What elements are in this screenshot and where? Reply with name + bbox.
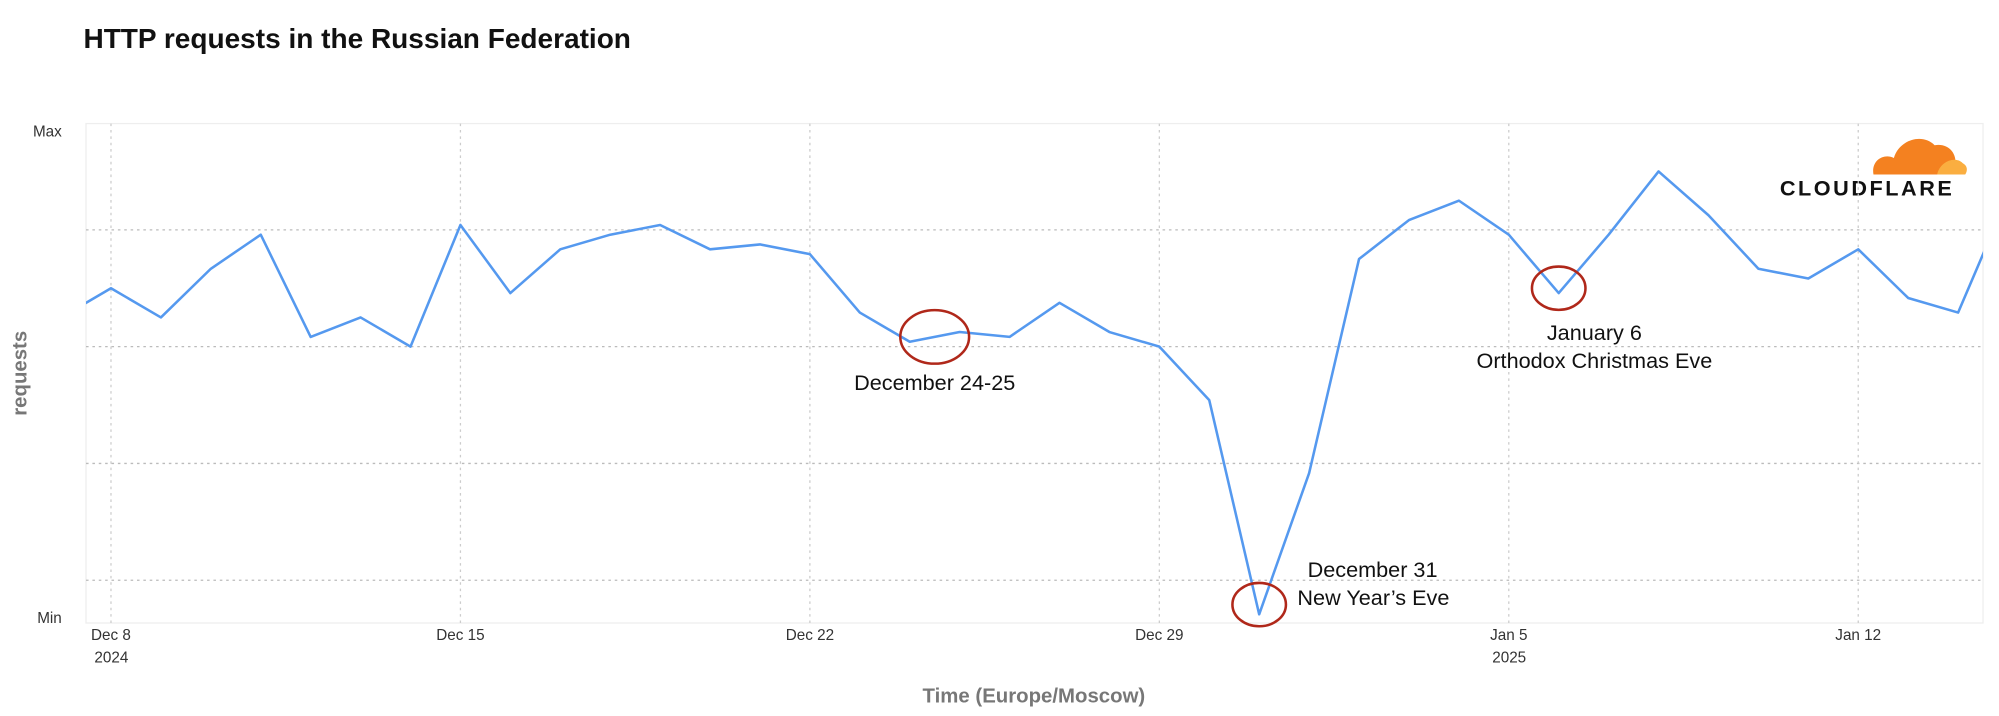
annotation-text: Orthodox Christmas Eve	[1477, 348, 1713, 373]
chart-title: HTTP requests in the Russian Federation	[83, 23, 630, 54]
annotation-text: December 31	[1308, 557, 1438, 582]
x-tick-label: 2025	[1492, 650, 1526, 667]
annotation-circle	[1530, 265, 1587, 312]
x-tick-label: Dec 29	[1135, 627, 1183, 644]
x-axis-label: Time (Europe/Moscow)	[923, 685, 1146, 707]
x-tick-label: Dec 15	[436, 627, 484, 644]
x-tick-label: Dec 22	[786, 627, 834, 644]
y-tick-label: Min	[37, 610, 62, 627]
x-tick-label: Jan 12	[1835, 627, 1881, 644]
annotation-text: New Year’s Eve	[1297, 585, 1449, 610]
logo: CLOUDFLARE	[1780, 138, 1967, 201]
annotation-text: January 6	[1547, 320, 1642, 345]
plot-frame	[85, 122, 1984, 624]
x-tick-label: 2024	[94, 650, 128, 667]
logo-cloud-small	[1937, 159, 1967, 175]
annotation-circle	[899, 308, 971, 365]
annotation-text: December 24-25	[854, 370, 1015, 395]
annotation-circle	[1231, 581, 1288, 628]
plot-area	[86, 170, 1984, 616]
x-tick-label: Dec 8	[91, 627, 131, 644]
y-axis-label: requests	[9, 331, 31, 416]
data-line	[86, 170, 1984, 616]
x-tick-label: Jan 5	[1490, 627, 1527, 644]
logo-text: CLOUDFLARE	[1780, 176, 1955, 201]
y-tick-label: Max	[33, 124, 62, 141]
